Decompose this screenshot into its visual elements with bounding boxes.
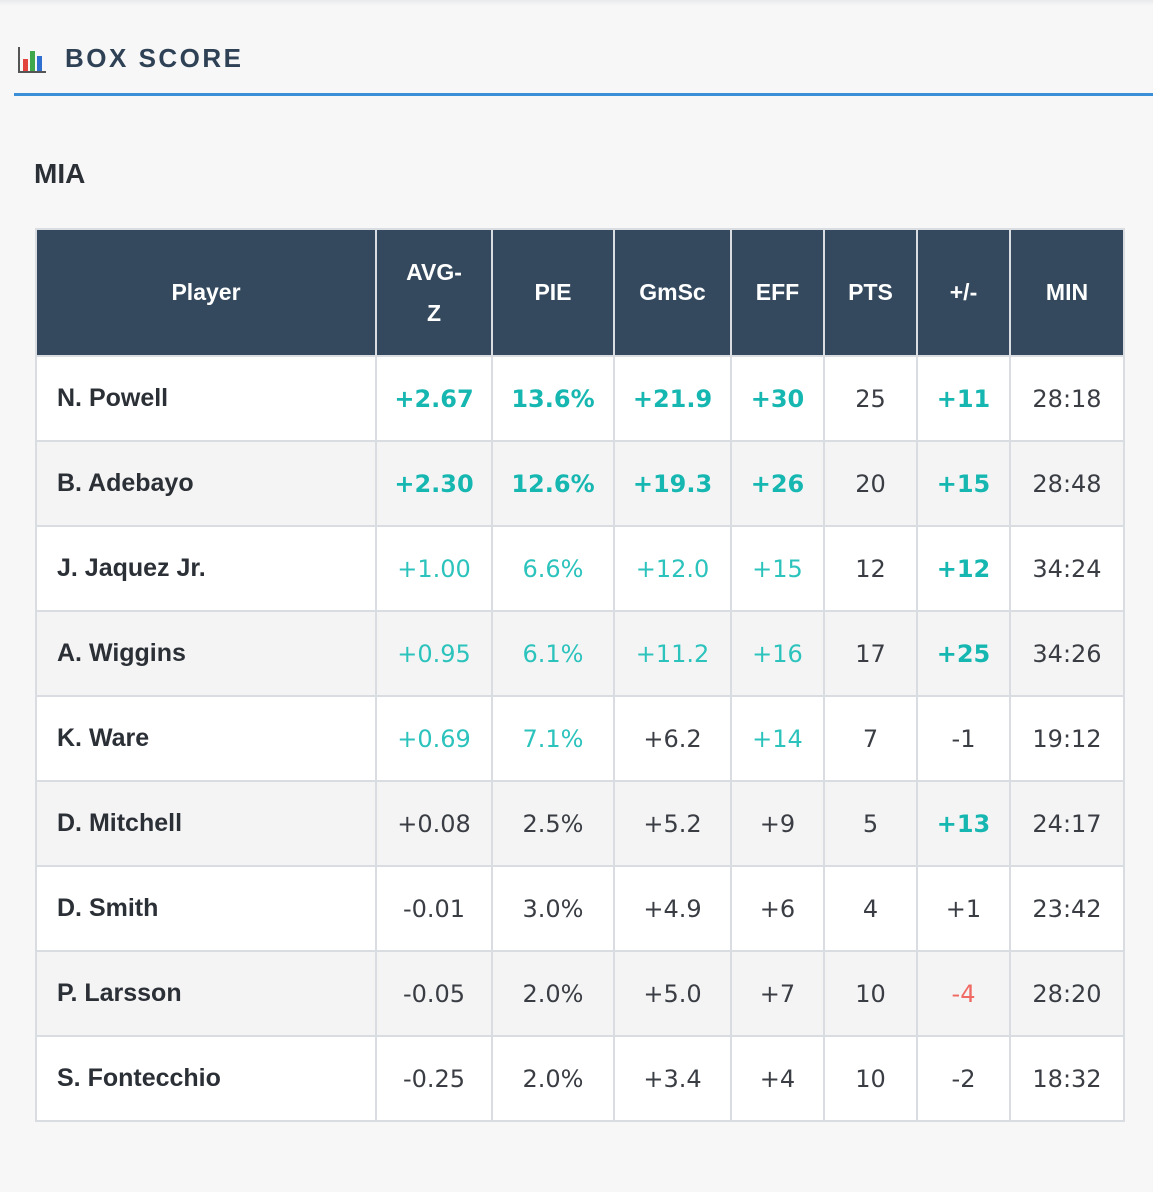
pie-cell: 12.6% xyxy=(491,440,615,527)
box-score-header: BOX SCORE xyxy=(14,30,1153,96)
gmsc-cell: +5.2 xyxy=(613,780,732,867)
col-header-pts[interactable]: PTS xyxy=(823,228,918,357)
gmsc-cell: +19.3 xyxy=(613,440,732,527)
pts-cell: 17 xyxy=(823,610,918,697)
gmsc-cell: +11.2 xyxy=(613,610,732,697)
avgz-cell: +1.00 xyxy=(375,525,493,612)
col-header-eff[interactable]: EFF xyxy=(730,228,825,357)
table-row[interactable]: D. Mitchell +0.08 2.5% +5.2 +9 5 +13 24:17 xyxy=(35,780,1125,867)
eff-cell: +6 xyxy=(730,865,825,952)
plus-minus-cell: +12 xyxy=(916,525,1011,612)
min-cell: 18:32 xyxy=(1009,1035,1125,1122)
col-header-avgz-label: AVG- Z xyxy=(406,258,462,326)
min-cell: 28:18 xyxy=(1009,355,1125,442)
gmsc-cell: +12.0 xyxy=(613,525,732,612)
table-row[interactable]: S. Fontecchio -0.25 2.0% +3.4 +4 10 -2 18:32 xyxy=(35,1035,1125,1122)
pts-cell: 4 xyxy=(823,865,918,952)
table-header-row: Player AVG- Z PIE GmSc EFF PTS +/- MIN xyxy=(35,228,1125,357)
player-name-cell[interactable]: S. Fontecchio xyxy=(35,1035,377,1122)
player-name-cell[interactable]: A. Wiggins xyxy=(35,610,377,697)
pts-cell: 12 xyxy=(823,525,918,612)
pie-cell: 6.6% xyxy=(491,525,615,612)
eff-cell: +16 xyxy=(730,610,825,697)
eff-cell: +26 xyxy=(730,440,825,527)
plus-minus-cell: -4 xyxy=(916,950,1011,1037)
min-cell: 19:12 xyxy=(1009,695,1125,782)
table-row[interactable]: J. Jaquez Jr. +1.00 6.6% +12.0 +15 12 +12 34:24 xyxy=(35,525,1125,612)
avgz-cell: +0.69 xyxy=(375,695,493,782)
plus-minus-cell: +25 xyxy=(916,610,1011,697)
table-row[interactable]: D. Smith -0.01 3.0% +4.9 +6 4 +1 23:42 xyxy=(35,865,1125,952)
pie-cell: 7.1% xyxy=(491,695,615,782)
table-row[interactable]: N. Powell +2.67 13.6% +21.9 +30 25 +11 28:18 xyxy=(35,355,1125,442)
plus-minus-cell: -2 xyxy=(916,1035,1011,1122)
min-cell: 34:26 xyxy=(1009,610,1125,697)
player-name-cell[interactable]: N. Powell xyxy=(35,355,377,442)
plus-minus-cell: +11 xyxy=(916,355,1011,442)
player-name-cell[interactable]: P. Larsson xyxy=(35,950,377,1037)
eff-cell: +30 xyxy=(730,355,825,442)
table-row[interactable]: K. Ware +0.69 7.1% +6.2 +14 7 -1 19:12 xyxy=(35,695,1125,782)
pie-cell: 2.0% xyxy=(491,1035,615,1122)
plus-minus-cell: -1 xyxy=(916,695,1011,782)
bar-chart-icon xyxy=(18,43,48,73)
eff-cell: +7 xyxy=(730,950,825,1037)
page-title: BOX SCORE xyxy=(65,43,244,73)
plus-minus-cell: +1 xyxy=(916,865,1011,952)
pts-cell: 20 xyxy=(823,440,918,527)
player-name-cell[interactable]: K. Ware xyxy=(35,695,377,782)
player-name-cell[interactable]: D. Smith xyxy=(35,865,377,952)
eff-cell: +4 xyxy=(730,1035,825,1122)
player-name-cell[interactable]: J. Jaquez Jr. xyxy=(35,525,377,612)
avgz-cell: +0.08 xyxy=(375,780,493,867)
gmsc-cell: +3.4 xyxy=(613,1035,732,1122)
gmsc-cell: +21.9 xyxy=(613,355,732,442)
player-name-cell[interactable]: D. Mitchell xyxy=(35,780,377,867)
avgz-cell: -0.01 xyxy=(375,865,493,952)
avgz-cell: -0.25 xyxy=(375,1035,493,1122)
pie-cell: 13.6% xyxy=(491,355,615,442)
col-header-avgz[interactable]: AVG- Z xyxy=(375,228,493,357)
pts-cell: 5 xyxy=(823,780,918,867)
top-shadow xyxy=(0,0,1153,6)
plus-minus-cell: +15 xyxy=(916,440,1011,527)
pie-cell: 2.5% xyxy=(491,780,615,867)
min-cell: 28:20 xyxy=(1009,950,1125,1037)
col-header-min[interactable]: MIN xyxy=(1009,228,1125,357)
pts-cell: 7 xyxy=(823,695,918,782)
avgz-cell: +0.95 xyxy=(375,610,493,697)
avgz-cell: -0.05 xyxy=(375,950,493,1037)
gmsc-cell: +4.9 xyxy=(613,865,732,952)
col-header-plus-minus[interactable]: +/- xyxy=(916,228,1011,357)
col-header-pie[interactable]: PIE xyxy=(491,228,615,357)
team-name: MIA xyxy=(34,158,86,189)
plus-minus-cell: +13 xyxy=(916,780,1011,867)
min-cell: 23:42 xyxy=(1009,865,1125,952)
box-score-table: Player AVG- Z PIE GmSc EFF PTS +/- MIN N… xyxy=(35,228,1125,1122)
player-name-cell[interactable]: B. Adebayo xyxy=(35,440,377,527)
avgz-cell: +2.67 xyxy=(375,355,493,442)
table-row[interactable]: B. Adebayo +2.30 12.6% +19.3 +26 20 +15 28:48 xyxy=(35,440,1125,527)
avgz-cell: +2.30 xyxy=(375,440,493,527)
min-cell: 28:48 xyxy=(1009,440,1125,527)
pie-cell: 2.0% xyxy=(491,950,615,1037)
col-header-gmsc[interactable]: GmSc xyxy=(613,228,732,357)
eff-cell: +9 xyxy=(730,780,825,867)
table-row[interactable]: P. Larsson -0.05 2.0% +5.0 +7 10 -4 28:20 xyxy=(35,950,1125,1037)
pie-cell: 3.0% xyxy=(491,865,615,952)
eff-cell: +14 xyxy=(730,695,825,782)
min-cell: 34:24 xyxy=(1009,525,1125,612)
min-cell: 24:17 xyxy=(1009,780,1125,867)
pts-cell: 25 xyxy=(823,355,918,442)
gmsc-cell: +6.2 xyxy=(613,695,732,782)
pts-cell: 10 xyxy=(823,1035,918,1122)
col-header-player[interactable]: Player xyxy=(35,228,377,357)
eff-cell: +15 xyxy=(730,525,825,612)
table-row[interactable]: A. Wiggins +0.95 6.1% +11.2 +16 17 +25 34:26 xyxy=(35,610,1125,697)
pie-cell: 6.1% xyxy=(491,610,615,697)
pts-cell: 10 xyxy=(823,950,918,1037)
gmsc-cell: +5.0 xyxy=(613,950,732,1037)
